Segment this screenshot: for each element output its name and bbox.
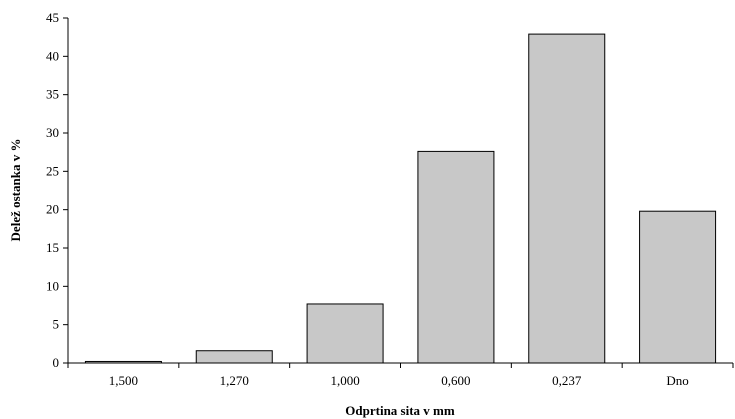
x-tick-label: Dno (666, 373, 688, 388)
bar (195, 350, 273, 364)
bar (306, 303, 384, 364)
bar (639, 210, 717, 364)
y-tick-label: 10 (46, 278, 59, 293)
y-tick-label: 40 (46, 48, 59, 63)
y-axis-ticks: 0 5 10 15 20 25 30 35 40 45 (46, 10, 68, 370)
bar (84, 360, 162, 364)
y-tick-label: 30 (46, 125, 59, 140)
y-tick-label: 0 (53, 355, 60, 370)
bar (528, 33, 606, 364)
y-tick-label: 25 (46, 163, 59, 178)
x-tick-label: 1,000 (330, 373, 359, 388)
x-axis-title: Odprtina sita v mm (345, 403, 455, 418)
y-axis-title: Delež ostanka v % (8, 139, 23, 242)
plot-area (67, 18, 733, 364)
x-tick-label: 1,500 (109, 373, 138, 388)
y-tick-label: 20 (46, 202, 59, 217)
y-tick-label: 5 (53, 317, 60, 332)
x-tick-label: 0,237 (552, 373, 582, 388)
y-tick-label: 15 (46, 240, 59, 255)
x-axis-ticks: 1,500 1,270 1,000 0,600 0,237 Dno (67, 363, 734, 388)
bars (84, 33, 717, 364)
bar (417, 150, 495, 364)
x-tick-label: 1,270 (220, 373, 249, 388)
x-tick-label: 0,600 (441, 373, 470, 388)
y-tick-label: 35 (46, 87, 59, 102)
y-tick-label: 45 (46, 10, 59, 25)
